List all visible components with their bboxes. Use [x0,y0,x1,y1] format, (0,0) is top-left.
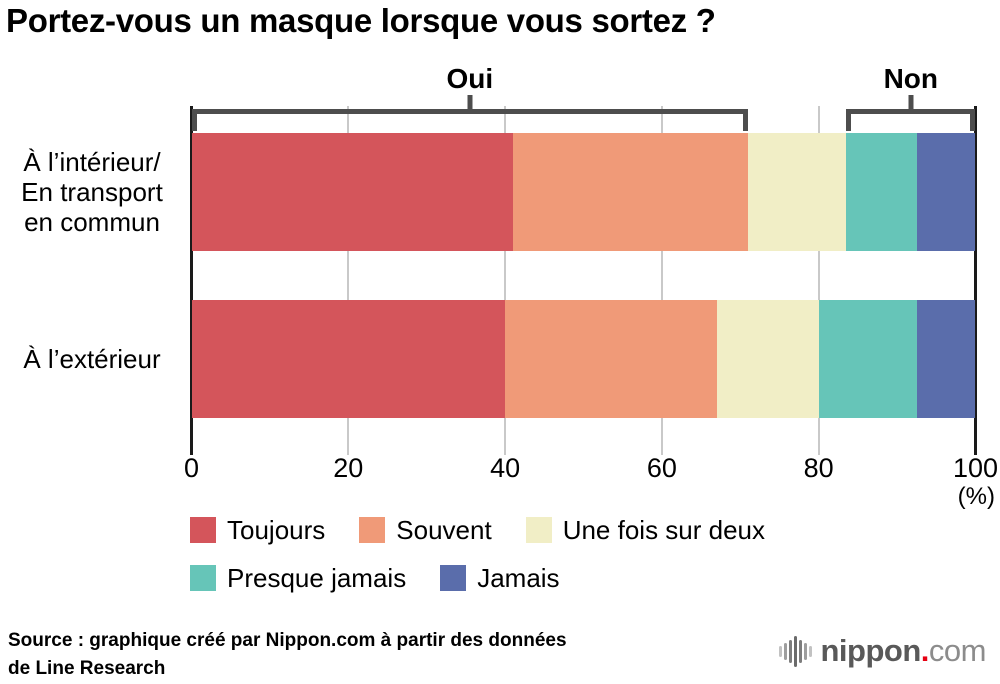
stacked-bar [191,300,976,418]
legend-item-jamais: Jamais [440,563,560,593]
legend-label: Jamais [477,563,560,593]
waveform-bar [783,642,787,660]
bracket-label-oui: Oui [446,63,494,94]
logo-dot: . [920,633,930,668]
legend-item-une-fois-sur-deux: Une fois sur deux [525,515,766,545]
x-tick-label: 40 [490,453,521,483]
legend-item-toujours: Toujours [190,517,325,543]
legend-label: Presque jamais [227,563,407,593]
gridline [504,106,507,455]
bar-segment-souvent [505,300,717,418]
bar-segment-souvent [512,133,749,251]
bar-segment-une-fois-sur-deux [716,300,819,418]
bar-segment-presque-jamais [846,133,917,251]
source-credit: Source : graphique créé par Nippon.com à… [8,630,567,679]
waveform-bar [793,635,797,667]
nippon-logo: nippon.com [778,633,987,669]
stacked-bar [191,133,976,251]
legend: Toujours Souvent Une fois sur deux Presque … [190,517,890,591]
bar-segment-jamais [916,300,976,418]
legend-label: Souvent [396,515,492,545]
x-tick-label: 20 [333,453,364,483]
bracket-tick [467,95,473,109]
legend-label: Une fois sur deux [562,515,766,545]
legend-item-presque-jamais: Presque jamais [190,565,406,591]
waveform-bar [803,642,807,660]
bar-segment-toujours [191,300,506,418]
x-tick-label: 100 [952,453,999,483]
legend-swatch [359,517,386,543]
bar-segment-jamais [916,133,976,251]
logo-brand: nippon [820,633,922,668]
bracket-non: Non [846,63,976,131]
bar-segment-presque-jamais [818,300,917,418]
legend-label: Toujours [227,515,326,545]
x-tick-label: 60 [646,453,677,483]
waveform-bar [798,639,802,663]
logo-tld: com [928,633,987,668]
chart-title: Portez-vous un masque lorsque vous sorte… [6,2,716,39]
bar-segment-toujours [191,133,513,251]
legend-item-souvent: Souvent [359,515,492,545]
waveform-bar [808,645,812,657]
category-label: À l’intérieur/ En transport en commun [21,147,163,237]
axis-boundary-line [190,106,193,455]
nippon-logo-text: nippon.com [821,633,987,669]
bracket-oui: Oui [191,63,749,131]
bracket-label-non: Non [883,63,939,94]
axis-unit-label: (%) [957,483,995,510]
gridline [660,106,663,455]
category-label: À l’extérieur [23,344,161,374]
x-tick-label: 80 [803,453,834,483]
legend-swatch [440,565,467,591]
legend-swatch [525,517,552,543]
legend-swatch [190,517,216,543]
legend-swatch [190,565,216,591]
gridline [817,106,820,455]
gridline [347,106,350,455]
waveform-bar [788,639,792,663]
axis-boundary-line [974,106,977,455]
bracket-tick [908,95,914,109]
bar-segment-une-fois-sur-deux [748,133,847,251]
waveform-bar [778,645,782,657]
x-tick-label: 0 [183,453,200,483]
waveform-bars-icon [778,634,812,668]
